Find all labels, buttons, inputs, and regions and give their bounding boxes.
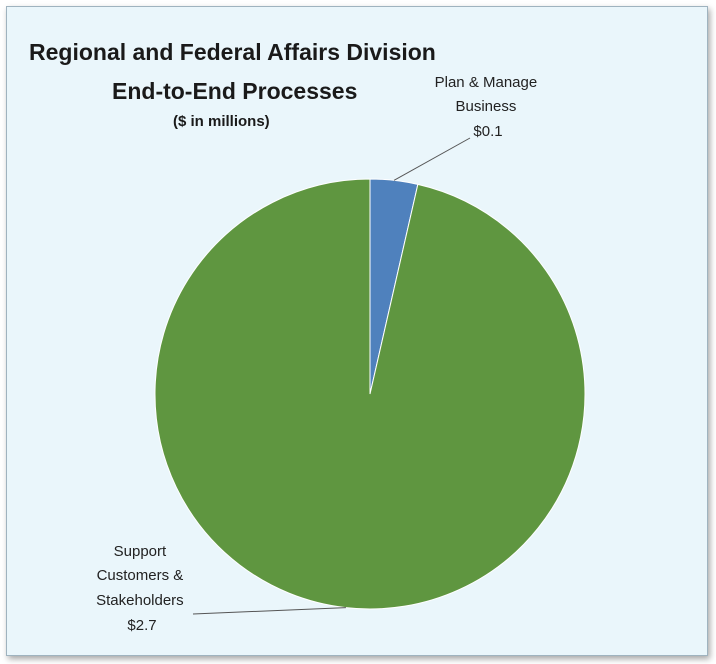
pie-slice <box>154 178 586 610</box>
pie-slices <box>154 178 586 610</box>
leader-line <box>192 607 346 615</box>
slice-label-support-customers: Support Customers & Stakeholders $2.7 <box>96 543 188 634</box>
leader-line <box>393 137 471 181</box>
slice-label-line: Stakeholders <box>96 592 184 609</box>
slice-label-line: Plan & Manage <box>435 74 538 91</box>
leader-lines <box>192 137 471 615</box>
chart-title-line2: End-to-End Processes <box>112 78 358 104</box>
slice-label-line: Customers & <box>97 567 184 584</box>
slice-value-label: $2.7 <box>127 617 156 634</box>
slice-value-label: $0.1 <box>473 123 502 140</box>
slice-label-line: Support <box>114 543 167 560</box>
chart-title: Regional and Federal Affairs Division <box>29 39 436 65</box>
slice-label-line: Business <box>455 98 516 115</box>
slice-label-plan-manage: Plan & Manage Business $0.1 <box>435 74 542 140</box>
chart-subtitle: ($ in millions) <box>173 113 270 130</box>
